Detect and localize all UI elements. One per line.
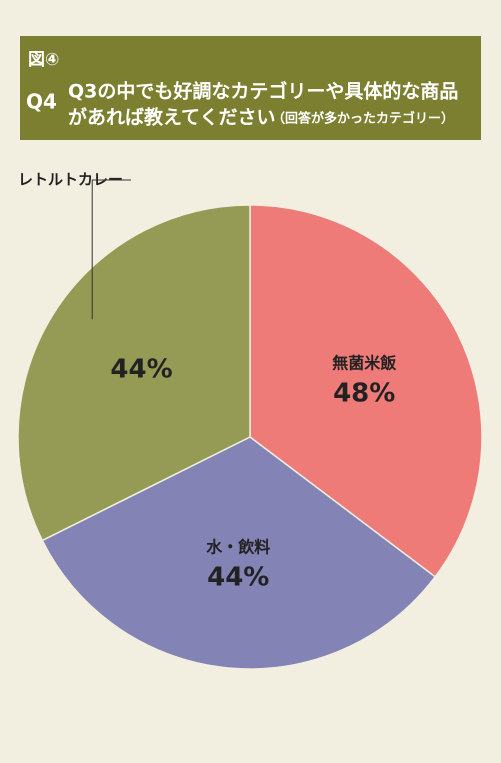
header-box bbox=[20, 36, 481, 140]
subtitle: （回答が多かったカテゴリー） bbox=[272, 111, 454, 127]
value-label: 44% bbox=[110, 354, 172, 384]
title-line: Q3の中でも好調なカテゴリーや具体的な商品 bbox=[68, 80, 458, 103]
pie-slice bbox=[41, 436, 437, 670]
category-label: 水・飲料 bbox=[206, 538, 270, 557]
category-label: レトルトカレー bbox=[18, 171, 123, 189]
category-label: 無菌米飯 bbox=[332, 354, 396, 373]
title-line: があれば教えてください bbox=[68, 106, 275, 129]
figure-label: 図④ bbox=[28, 50, 59, 70]
question-number: Q4 bbox=[26, 90, 57, 114]
value-label: 44% bbox=[207, 563, 269, 593]
pie-slice bbox=[249, 204, 483, 578]
pie-slice bbox=[17, 204, 251, 542]
leader-line bbox=[91, 179, 132, 320]
value-label: 48% bbox=[333, 379, 395, 409]
